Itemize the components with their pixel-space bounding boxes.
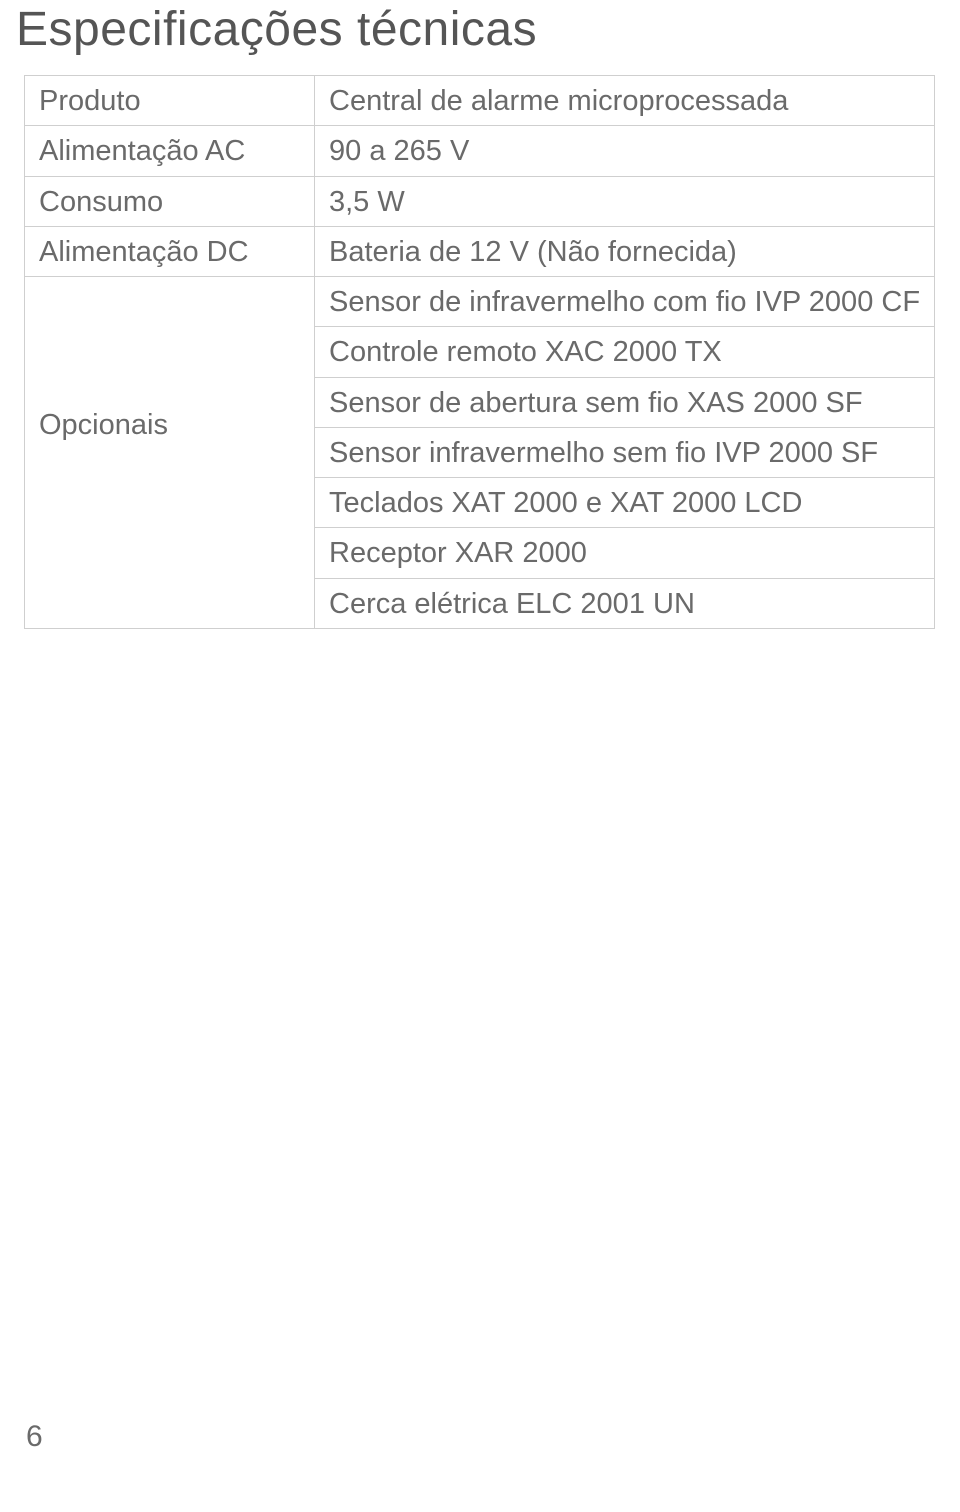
optional-value: Sensor infravermelho sem fio IVP 2000 SF [315, 427, 935, 477]
spec-label: Alimentação DC [25, 226, 315, 276]
page-title: Especificações técnicas [16, 2, 940, 57]
spec-label: Produto [25, 76, 315, 126]
spec-value: Bateria de 12 V (Não fornecida) [315, 226, 935, 276]
optional-value: Sensor de abertura sem fio XAS 2000 SF [315, 377, 935, 427]
optional-value: Controle remoto XAC 2000 TX [315, 327, 935, 377]
specs-table: Produto Central de alarme microprocessad… [24, 75, 935, 629]
spec-label: Consumo [25, 176, 315, 226]
optional-label: Opcionais [25, 277, 315, 629]
table-row: Consumo 3,5 W [25, 176, 935, 226]
table-row: Opcionais Sensor de infravermelho com fi… [25, 277, 935, 327]
optional-value: Cerca elétrica ELC 2001 UN [315, 578, 935, 628]
optional-value: Receptor XAR 2000 [315, 528, 935, 578]
optional-value: Teclados XAT 2000 e XAT 2000 LCD [315, 478, 935, 528]
table-row: Produto Central de alarme microprocessad… [25, 76, 935, 126]
spec-value: 90 a 265 V [315, 126, 935, 176]
spec-value: 3,5 W [315, 176, 935, 226]
spec-value: Central de alarme microprocessada [315, 76, 935, 126]
spec-label: Alimentação AC [25, 126, 315, 176]
table-row: Alimentação DC Bateria de 12 V (Não forn… [25, 226, 935, 276]
optional-value: Sensor de infravermelho com fio IVP 2000… [315, 277, 935, 327]
page-number: 6 [26, 1420, 43, 1454]
table-row: Alimentação AC 90 a 265 V [25, 126, 935, 176]
